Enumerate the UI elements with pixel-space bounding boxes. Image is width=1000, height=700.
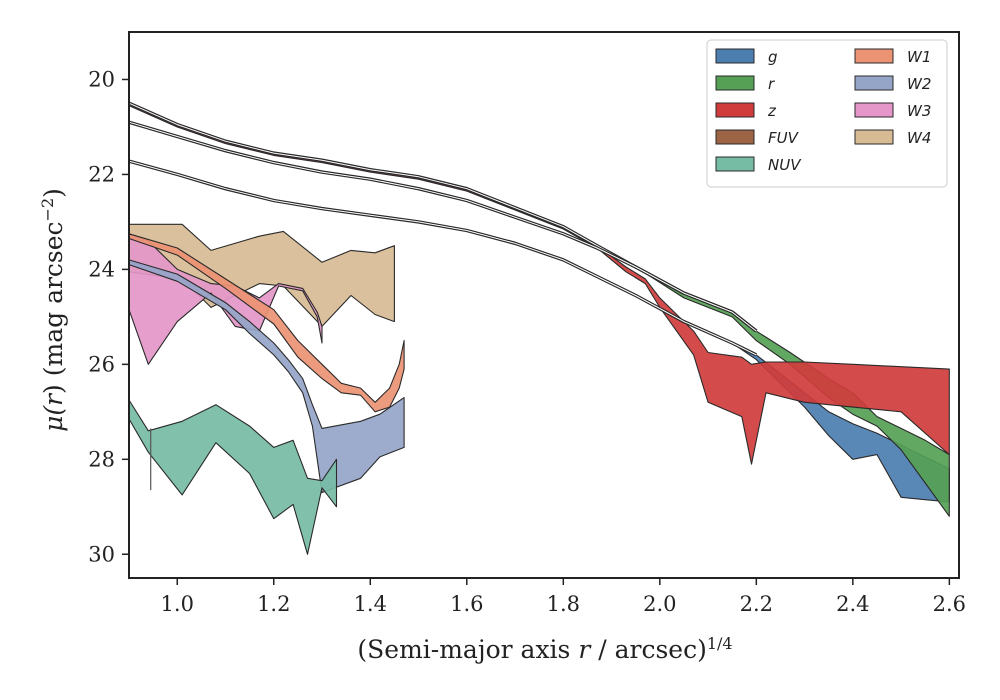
series-band-w4: [128, 223, 395, 327]
profile-curves: [128, 101, 758, 491]
series-band-w2: [128, 259, 405, 494]
legend-swatch-w2: [854, 75, 894, 91]
legend-label-w2: W2: [907, 75, 931, 93]
legend-label-w1: W1: [907, 48, 931, 66]
x-tick-label: 1.4: [354, 592, 387, 616]
x-tick-label: 2.4: [836, 592, 869, 616]
x-axis-label: (Semi-major axis r / arcsec)1/4: [357, 634, 732, 665]
legend-label-z: z: [767, 102, 777, 120]
legend-swatch-w4: [854, 129, 894, 145]
legend-swatch-z: [715, 102, 755, 118]
legend: grz FUV NUV W1 W2 W3 W4: [706, 39, 948, 188]
y-axis-ticks: 20 22 24 26 28 30: [88, 67, 129, 566]
x-tick-label: 1.2: [257, 592, 290, 616]
x-tick-label: 2.0: [643, 592, 676, 616]
legend-label-w3: W3: [907, 102, 931, 120]
x-tick-label: 1.6: [450, 592, 483, 616]
legend-label-g: g: [768, 48, 778, 66]
y-tick-label: 30: [88, 542, 115, 566]
legend-label-fuv: FUV: [768, 129, 800, 147]
legend-swatch-g: [715, 48, 755, 64]
legend-swatch-fuv: [715, 129, 755, 145]
legend-label-r: r: [768, 75, 775, 93]
legend-label-w4: W4: [907, 129, 931, 147]
y-tick-label: 28: [88, 447, 115, 471]
profile-curve-1: [128, 121, 757, 332]
series-band-nuv: [128, 399, 338, 555]
y-tick-label: 26: [88, 352, 115, 376]
x-tick-label: 1.8: [547, 592, 580, 616]
y-tick-label: 20: [88, 67, 115, 91]
legend-swatch-w1: [854, 48, 894, 64]
x-tick-label: 2.2: [740, 592, 773, 616]
x-tick-label: 2.6: [933, 592, 966, 616]
legend-swatch-nuv: [715, 156, 755, 172]
x-axis-ticks: 1.0 1.2 1.4 1.6 1.8 2.0 2.2 2.4 2.6: [161, 578, 966, 616]
plot-frame: [128, 31, 960, 579]
series-band-w1: [128, 233, 405, 413]
x-tick-label: 1.0: [161, 592, 194, 616]
series-areas: [128, 102, 950, 555]
y-tick-label: 24: [88, 257, 115, 281]
profile-curve-2: [128, 160, 757, 356]
legend-swatch-w3: [854, 102, 894, 118]
y-tick-label: 22: [88, 162, 115, 186]
y-axis-label: μ(r) (mag arcsec−2): [38, 188, 69, 432]
legend-swatch-r: [715, 75, 755, 91]
legend-label-nuv: NUV: [768, 156, 802, 174]
